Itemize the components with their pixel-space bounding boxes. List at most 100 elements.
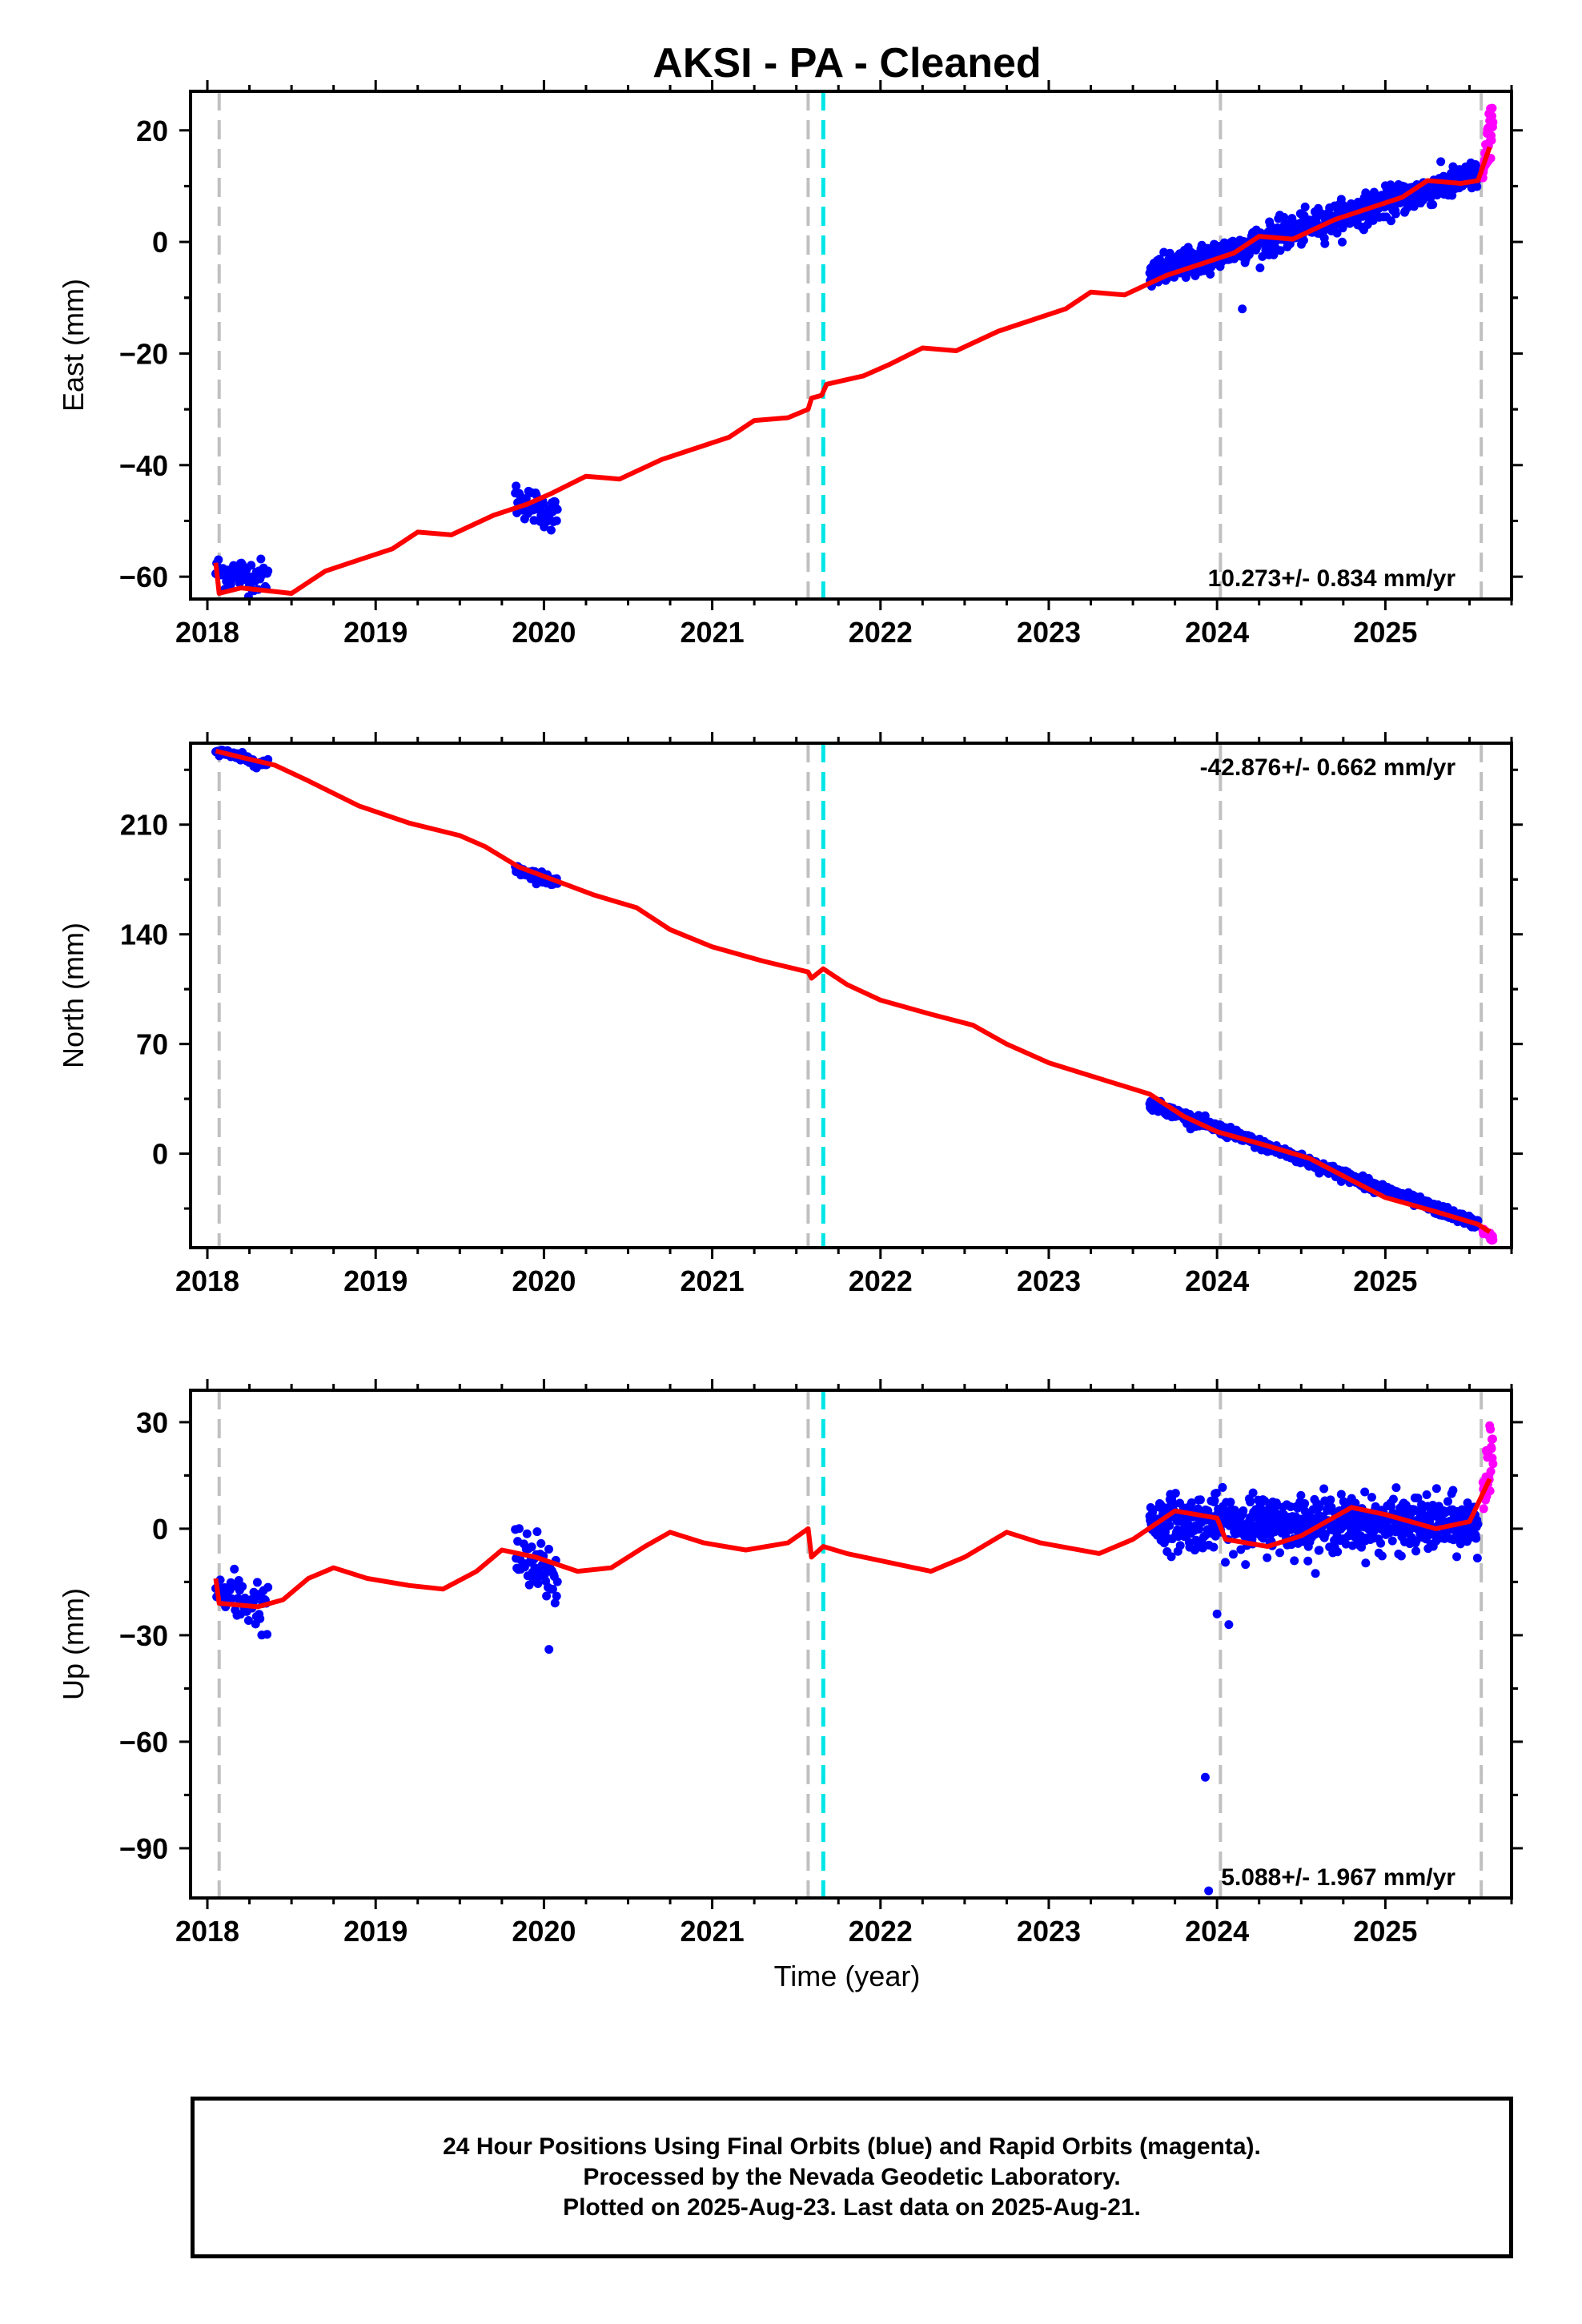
up-x-tick-label: 2021 (681, 1915, 745, 1948)
up-final-orbit-point (1220, 1558, 1230, 1567)
up-final-orbit-point (1239, 1506, 1248, 1515)
up-final-orbit-point (1260, 1496, 1270, 1506)
east-y-tick-label: 20 (136, 115, 168, 147)
up-final-orbit-point (550, 1598, 560, 1608)
up-final-orbit-point (1472, 1534, 1481, 1543)
up-final-orbit-point (238, 1582, 247, 1591)
north-x-tick-label: 2018 (175, 1265, 239, 1297)
east-final-orbit-point (226, 580, 235, 589)
north-rapid-orbit-point (1488, 1235, 1498, 1244)
up-y-tick-label: −60 (119, 1726, 168, 1759)
up-rapid-orbit-point (1486, 1466, 1496, 1476)
east-final-orbit-point (1266, 221, 1275, 231)
north-panel: 2018 2019 2020 2021 2022 2023 2024 2025 0 70 140 21… (57, 732, 1523, 1297)
east-final-orbit-point (539, 499, 548, 509)
east-final-orbit-point (247, 561, 256, 570)
footer-line-1: 24 Hour Positions Using Final Orbits (bl… (443, 2133, 1261, 2160)
footer-line-3: Plotted on 2025-Aug-23. Last data on 202… (563, 2194, 1141, 2221)
up-rapid-orbit-point (1487, 1444, 1496, 1454)
up-final-orbit-point (1413, 1494, 1423, 1503)
panels-group: 2018 2019 2020 2021 2022 2023 2024 2025 −60 −40 −2… (57, 80, 1523, 1948)
up-final-orbit-point (1166, 1552, 1176, 1562)
up-final-orbit-point (1360, 1487, 1370, 1497)
east-x-tick-label: 2021 (681, 616, 745, 649)
up-outlier-point (1224, 1620, 1234, 1630)
east-final-orbit-point (1386, 216, 1395, 226)
up-rate-label: 5.088+/- 1.967 mm/yr (1221, 1864, 1456, 1891)
east-x-tick-label: 2022 (849, 616, 913, 649)
up-final-orbit-point (1175, 1541, 1185, 1550)
up-final-orbit-point (230, 1564, 239, 1574)
up-x-tick-label: 2018 (175, 1915, 239, 1948)
north-y-tick-label: 70 (136, 1028, 168, 1061)
up-outlier-point (544, 1645, 554, 1655)
up-final-orbit-point (1387, 1536, 1397, 1546)
up-rapid-orbit-point (1485, 1486, 1495, 1496)
up-final-orbit-point (522, 1529, 532, 1538)
east-y-tick-label: 0 (152, 226, 168, 259)
north-x-tick-label: 2024 (1185, 1265, 1249, 1297)
up-final-orbit-point (1271, 1498, 1281, 1508)
up-final-orbit-point (1315, 1546, 1324, 1555)
up-outlier-point (1200, 1772, 1210, 1782)
east-final-orbit-point (1299, 235, 1308, 245)
up-rapid-orbit-point (1488, 1434, 1497, 1444)
up-outlier-point (1204, 1886, 1214, 1896)
east-outlier-point (1238, 304, 1247, 314)
up-final-orbit-point (532, 1527, 542, 1537)
east-y-tick-label: −40 (119, 449, 168, 482)
up-x-tick-label: 2020 (512, 1915, 576, 1948)
up-final-orbit-point (243, 1616, 253, 1626)
east-x-tick-label: 2020 (512, 616, 576, 649)
up-final-orbit-point (1218, 1482, 1227, 1492)
east-rapid-orbit-point (1488, 103, 1497, 113)
up-final-orbit-point (1228, 1550, 1238, 1559)
up-final-orbit-point (1391, 1483, 1401, 1493)
up-final-orbit-point (1396, 1551, 1406, 1561)
up-final-orbit-point (542, 1591, 552, 1601)
up-final-orbit-point (552, 1577, 562, 1586)
up-y-tick-label: 30 (136, 1406, 168, 1439)
east-x-tick-label: 2018 (175, 616, 239, 649)
up-final-orbit-point (1311, 1569, 1320, 1578)
east-final-orbit-point (512, 481, 521, 491)
up-final-orbit-point (1296, 1490, 1306, 1500)
up-final-orbit-point (1341, 1539, 1351, 1549)
east-rate-label: 10.273+/- 0.834 mm/yr (1208, 565, 1456, 592)
up-final-orbit-point (1422, 1490, 1431, 1499)
east-final-orbit-point (1369, 187, 1379, 197)
up-model-line (213, 1478, 1492, 1610)
up-y-tick-label: −90 (119, 1832, 168, 1865)
up-final-orbit-point (1411, 1536, 1421, 1546)
north-x-tick-label: 2022 (849, 1265, 913, 1297)
east-x-tick-label: 2019 (343, 616, 408, 649)
up-x-tick-label: 2023 (1017, 1915, 1081, 1948)
up-y-tick-label: −30 (119, 1619, 168, 1652)
up-final-orbit-point (544, 1545, 554, 1554)
up-final-orbit-point (1195, 1495, 1205, 1505)
up-final-orbit-point (1246, 1498, 1255, 1507)
x-axis-label: Time (year) (774, 1960, 921, 1992)
east-x-tick-label: 2024 (1185, 616, 1249, 649)
footer-line-2: Processed by the Nevada Geodetic Laborat… (583, 2164, 1121, 2190)
up-plot-frame (189, 1389, 1513, 1900)
up-rapid-orbit-point (1479, 1504, 1488, 1514)
up-final-orbit-point (1473, 1519, 1483, 1529)
up-final-orbit-point (552, 1591, 561, 1601)
east-model-line (213, 146, 1492, 596)
east-y-axis-label: East (mm) (57, 279, 90, 412)
up-x-tick-label: 2019 (343, 1915, 408, 1948)
up-final-orbit-point (515, 1524, 524, 1534)
up-final-orbit-point (527, 1542, 536, 1552)
up-final-orbit-point (1211, 1489, 1221, 1498)
up-final-orbit-point (1209, 1542, 1219, 1552)
east-final-orbit-point (1428, 200, 1438, 210)
up-final-orbit-point (1326, 1495, 1335, 1505)
up-final-orbit-point (1303, 1556, 1313, 1566)
up-final-orbit-point (1376, 1538, 1386, 1548)
east-y-tick-label: −20 (119, 337, 168, 370)
up-final-orbit-point (1226, 1498, 1235, 1507)
east-final-orbit-point (256, 554, 266, 564)
up-final-orbit-point (533, 1578, 543, 1588)
